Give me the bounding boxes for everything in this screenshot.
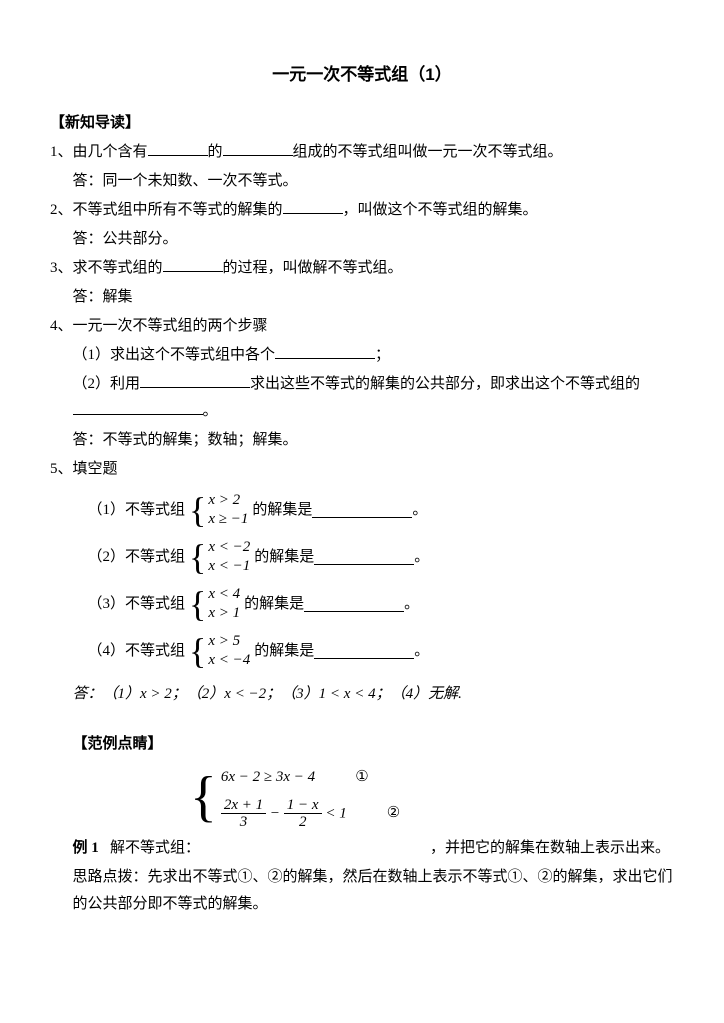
blank <box>163 256 223 272</box>
q5-suf-b: 。 <box>404 591 419 618</box>
q1-text-b: 的 <box>208 144 223 160</box>
case-line: x < 4 <box>208 585 240 605</box>
q2-text-a: 2、不等式组中所有不等式的解集的 <box>50 202 283 218</box>
q5-suf-b: 。 <box>412 497 427 524</box>
example1-pre: 解不等式组： <box>110 840 200 856</box>
blank <box>140 372 250 388</box>
sys-line-1: 6x − 2 ≥ 3x − 4 ① <box>221 764 400 791</box>
mark-2: ② <box>387 800 400 827</box>
example1-system: { 6x − 2 ≥ 3x − 4 ① 2x + 1 3 − 1 − x 2 <… <box>190 764 674 831</box>
q5-suf-b: 。 <box>414 544 429 571</box>
q2-text-b: ，叫做这个不等式组的解集。 <box>343 202 538 218</box>
sys-line-1-expr: 6x − 2 ≥ 3x − 4 <box>221 764 315 791</box>
lt-one: < 1 <box>322 805 347 821</box>
frac-num: 1 − x <box>284 797 322 815</box>
example1-label: 例 1 <box>73 840 99 856</box>
case-line: x ≥ −1 <box>208 510 248 530</box>
q5-suf-a: 的解集是 <box>254 544 314 571</box>
q2: 2、不等式组中所有不等式的解集的 ，叫做这个不等式组的解集。 <box>50 197 674 224</box>
fraction-2: 1 − x 2 <box>284 797 322 831</box>
q4-2-b: 求出这些不等式的解集的公共部分，即求出这个不等式组的 <box>250 376 640 392</box>
q4-1-a: （1）求出这个不等式组中各个 <box>73 347 276 363</box>
q5-4-label: （4） <box>88 638 126 665</box>
section-head-2: 【范例点睛】 <box>50 735 163 752</box>
q5-pre: 不等式组 <box>125 591 185 618</box>
q3: 3、求不等式组的 的过程，叫做解不等式组。 <box>50 255 674 282</box>
case-line: x > 5 <box>208 632 250 652</box>
example1-suf: ，并把它的解集在数轴上表示出来。 <box>430 840 670 856</box>
blank <box>312 502 412 518</box>
blank <box>275 343 375 359</box>
q1-text-a: 1、由几个含有 <box>50 144 148 160</box>
q5-1: （1） 不等式组 { x > 2 x ≥ −1 的解集是 。 <box>50 491 674 530</box>
brace-icon: { x > 2 x ≥ −1 <box>189 491 248 530</box>
blank <box>304 596 404 612</box>
case-line: x < −2 <box>208 538 250 558</box>
brace-icon: { <box>190 769 217 825</box>
blank <box>314 643 414 659</box>
case-line: x < −1 <box>208 557 250 577</box>
q5-4: （4） 不等式组 { x > 5 x < −4 的解集是 。 <box>50 632 674 671</box>
brace-icon: { x < −2 x < −1 <box>189 538 250 577</box>
fraction-1: 2x + 1 3 <box>221 797 266 831</box>
blank <box>314 549 414 565</box>
case-line: x > 1 <box>208 604 240 624</box>
blank <box>223 140 293 156</box>
case-line: x > 2 <box>208 491 248 511</box>
brace-icon: { x > 5 x < −4 <box>189 632 250 671</box>
q4-2: （2）利用 求出这些不等式的解集的公共部分，即求出这个不等式组的。 <box>50 371 674 425</box>
section-head-1: 【新知导读】 <box>50 114 140 131</box>
blank <box>73 399 203 415</box>
q3-text-a: 3、求不等式组的 <box>50 260 163 276</box>
sys-line-2-expr: 2x + 1 3 − 1 − x 2 < 1 <box>221 797 347 831</box>
q5-3: （3） 不等式组 { x < 4 x > 1 的解集是 。 <box>50 585 674 624</box>
page-title: 一元一次不等式组（1） <box>50 60 674 91</box>
a5: 答：（1）x > 2；（2）x < −2；（3）1 < x < 4；（4）无解. <box>50 681 674 708</box>
blank <box>283 198 343 214</box>
q5-pre: 不等式组 <box>125 638 185 665</box>
q5-2-label: （2） <box>88 544 126 571</box>
brace-icon: { x < 4 x > 1 <box>189 585 240 624</box>
q4-2-c: 。 <box>203 403 218 419</box>
minus: − <box>266 805 284 821</box>
case-line: x < −4 <box>208 651 250 671</box>
q3-text-b: 的过程，叫做解不等式组。 <box>223 260 403 276</box>
q5-1-label: （1） <box>88 497 126 524</box>
q4-2-a: （2）利用 <box>73 376 141 392</box>
q5-suf-b: 。 <box>414 638 429 665</box>
sys-line-2: 2x + 1 3 − 1 − x 2 < 1 ② <box>221 797 400 831</box>
q5-2: （2） 不等式组 { x < −2 x < −1 的解集是 。 <box>50 538 674 577</box>
q5: 5、填空题 <box>50 456 674 483</box>
q4-1-b: ； <box>375 347 390 363</box>
a2: 答：公共部分。 <box>50 226 674 253</box>
example1-hint: 思路点拨：先求出不等式①、②的解集，然后在数轴上表示不等式①、②的解集，求出它们… <box>50 864 674 918</box>
mark-1: ① <box>355 764 368 791</box>
frac-den: 2 <box>296 814 310 831</box>
a1: 答：同一个未知数、一次不等式。 <box>50 168 674 195</box>
q4: 4、一元一次不等式组的两个步骤 <box>50 313 674 340</box>
q5-suf-a: 的解集是 <box>252 497 312 524</box>
q5-pre: 不等式组 <box>125 544 185 571</box>
blank <box>148 140 208 156</box>
a3: 答：解集 <box>50 284 674 311</box>
q5-3-label: （3） <box>88 591 126 618</box>
q5-pre: 不等式组 <box>125 497 185 524</box>
frac-den: 3 <box>237 814 251 831</box>
example1-line: 例 1 解不等式组： ，并把它的解集在数轴上表示出来。 <box>50 835 674 862</box>
a4: 答：不等式的解集；数轴；解集。 <box>50 427 674 454</box>
q5-suf-a: 的解集是 <box>254 638 314 665</box>
q4-1: （1）求出这个不等式组中各个 ； <box>50 342 674 369</box>
q1-text-c: 组成的不等式组叫做一元一次不等式组。 <box>293 144 563 160</box>
q5-suf-a: 的解集是 <box>244 591 304 618</box>
frac-num: 2x + 1 <box>221 797 266 815</box>
q1: 1、由几个含有 的 组成的不等式组叫做一元一次不等式组。 <box>50 139 674 166</box>
